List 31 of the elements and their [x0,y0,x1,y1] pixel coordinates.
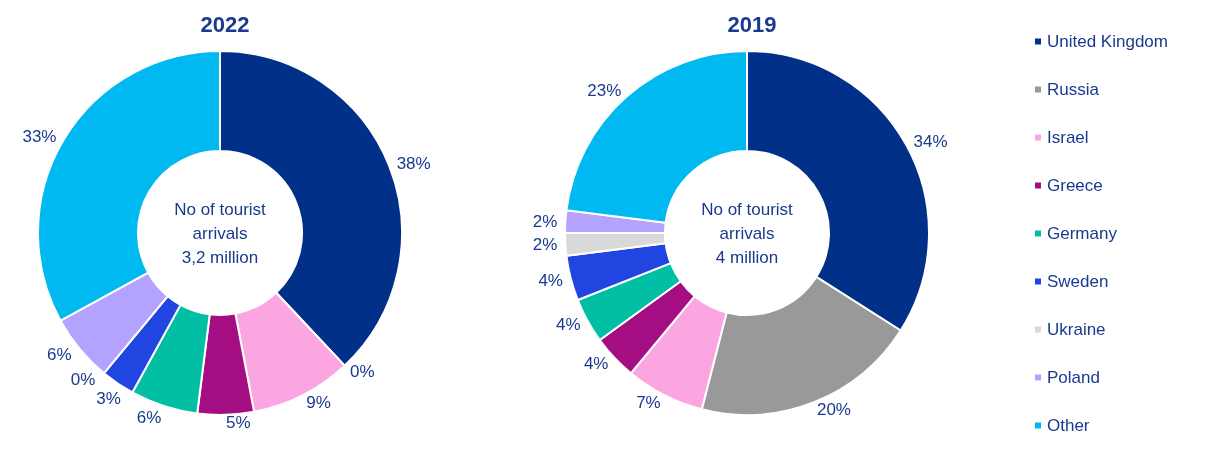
data-label: 20% [816,400,851,420]
data-label: 6% [47,344,72,364]
data-label: 4% [538,270,563,290]
text: 0% [70,369,96,389]
legend-label: Israel [1047,128,1089,147]
text: 0% [350,362,375,381]
data-label: 2% [532,211,558,231]
data-label: 9% [306,392,331,412]
data-label: 38% [396,153,431,173]
legend-label: Other [1047,416,1090,435]
legend-label: Greece [1047,176,1103,195]
legend-label: Poland [1047,368,1100,387]
data-label: 4% [583,353,609,373]
chart-title: 2019 [727,11,777,37]
data-label: 34% [913,131,948,151]
data-label: 3% [96,388,121,408]
data-label: 33% [22,126,57,146]
chart-title: 2022 [200,11,250,37]
legend-label: United Kingdom [1047,32,1168,51]
data-label: 6% [136,407,162,427]
data-label: 5% [225,413,251,433]
legend-label: Germany [1047,224,1118,243]
legend-label: Sweden [1047,272,1109,291]
legend-label: Russia [1047,80,1100,99]
text: No of tourist arrivals 4 million [701,199,794,267]
data-label: 2% [532,235,558,255]
text: No of tourist arrivals 3,2 million [174,199,267,267]
data-label: 23% [587,80,622,100]
legend-label: Ukraine [1047,320,1106,339]
data-label: 4% [555,315,581,335]
data-label: 7% [636,392,661,412]
